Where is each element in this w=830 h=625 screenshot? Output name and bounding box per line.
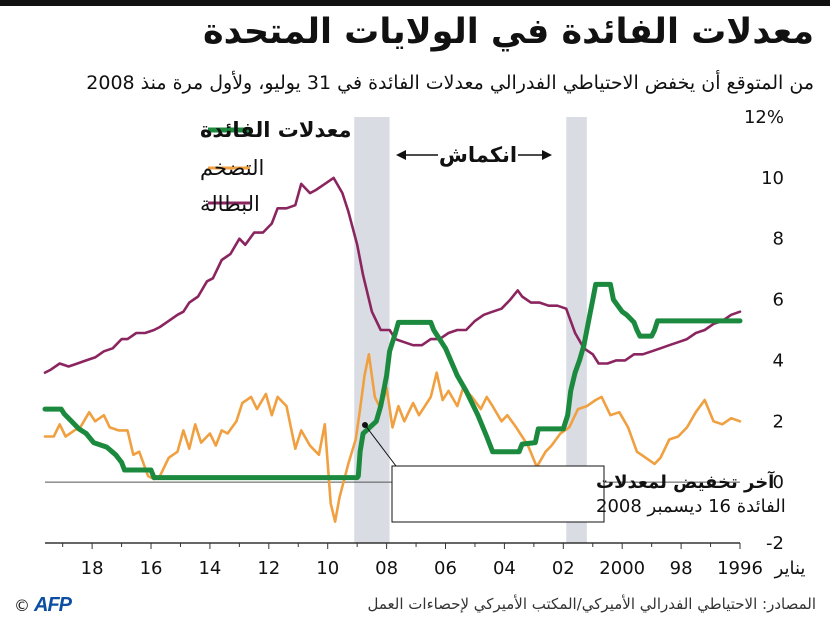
legend-label-inflation: التضخم (200, 156, 264, 181)
recession-label-group: انكماش (396, 140, 552, 170)
x-tick-label: 04 (493, 558, 516, 579)
annotation-line2: الفائدة 16 ديسمبر 2008 (596, 496, 786, 517)
y-tick-label: 2 (773, 411, 784, 432)
legend: معدلات الفائدة التضخم البطالة (200, 118, 352, 216)
y-tick-label: 4 (773, 350, 784, 371)
x-tick-label: 10 (316, 558, 339, 579)
series-line-unemployment (43, 176, 742, 374)
annotation-group: آخر تخفيض لمعدلات الفائدة 16 ديسمبر 2008 (362, 422, 786, 523)
x-axis-ticks: 1996 98 2000 02 04 06 08 10 12 14 16 18 يناير (62, 543, 806, 579)
source-note: المصادر: الاحتياطي الفدرالي الأميركي/الم… (367, 595, 816, 613)
y-tick-label: 8 (773, 229, 784, 250)
series-lines (42, 176, 743, 523)
chart-title: معدلات الفائدة في الولايات المتحدة (202, 12, 814, 52)
x-tick-label: 14 (198, 558, 221, 579)
y-tick-label: 12% (744, 107, 784, 128)
x-tick-label: 2000 (599, 558, 645, 579)
y-tick-label: -2 (766, 533, 784, 554)
y-tick-label: 10 (761, 168, 784, 189)
afp-wordmark: AFP (34, 594, 72, 616)
annotation-line1: آخر تخفيض لمعدلات (596, 470, 775, 493)
x-tick-label: 08 (375, 558, 398, 579)
top-rule (0, 0, 830, 6)
y-tick-label: 0 (773, 472, 784, 493)
x-tick-label: 18 (81, 558, 104, 579)
x-tick-label: 16 (140, 558, 163, 579)
legend-label-rates: معدلات الفائدة (200, 118, 352, 142)
copyright-symbol: © (14, 596, 30, 615)
x-tick-label: 12 (257, 558, 280, 579)
x-tick-label: 02 (552, 558, 575, 579)
recession-band-0 (566, 117, 587, 543)
legend-label-unemployment: البطالة (200, 192, 260, 216)
chart-subtitle: من المتوقع أن يخفض الاحتياطي الفدرالي مع… (86, 72, 814, 94)
y-axis-ticks: -2 0 2 4 6 8 10 12% (744, 107, 784, 554)
x-tick-label: 98 (670, 558, 693, 579)
afp-logo: © AFP (14, 594, 72, 617)
y-tick-label: 6 (773, 290, 784, 311)
x-tick-label: 06 (434, 558, 457, 579)
recession-label: انكماش (439, 143, 517, 167)
series-line-rates (42, 281, 743, 481)
x-start-label: يناير (774, 558, 806, 579)
x-tick-label: 1996 (717, 558, 763, 579)
